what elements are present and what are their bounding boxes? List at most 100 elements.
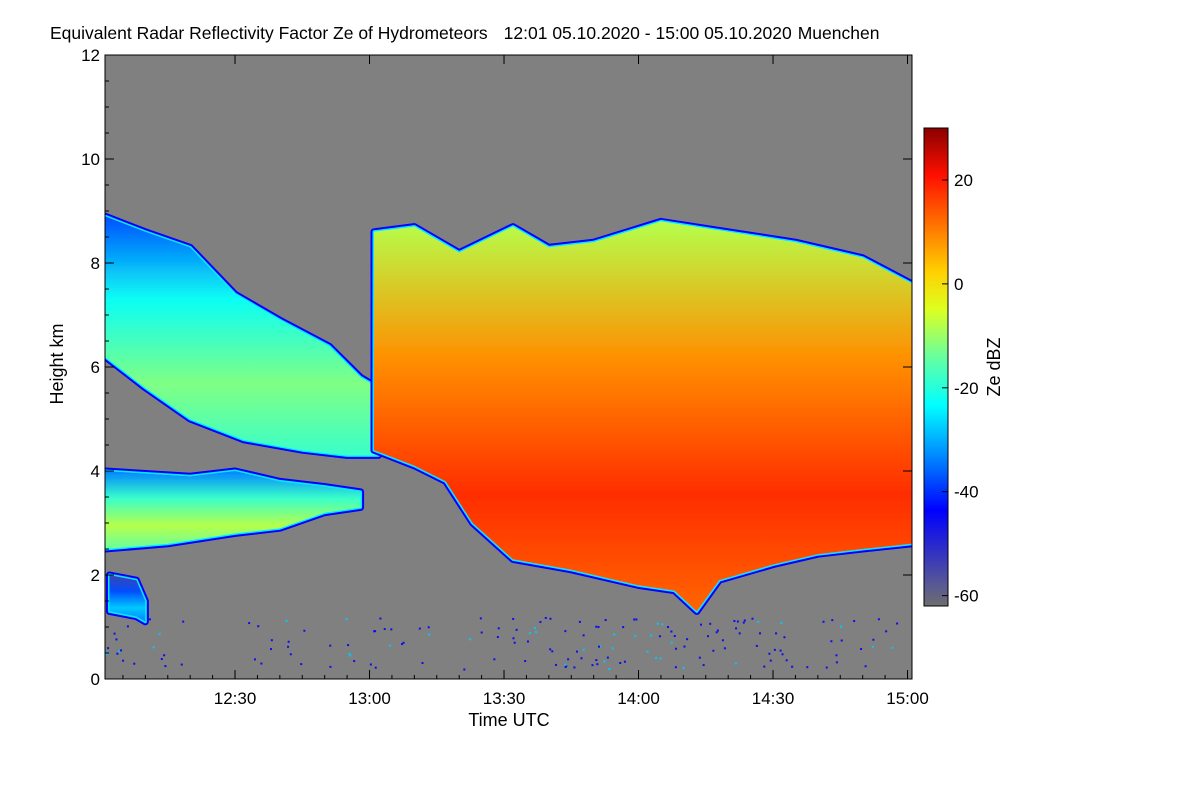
clutter-speck [655, 656, 658, 659]
clutter-speck [287, 640, 290, 643]
clutter-speck [783, 636, 786, 639]
echo-core [105, 471, 361, 549]
clutter-speck [806, 666, 809, 669]
clutter-speck [496, 636, 499, 639]
clutter-speck [345, 618, 348, 621]
clutter-speck [595, 625, 598, 628]
clutter-speck [751, 617, 754, 620]
clutter-speck [785, 659, 788, 662]
echo-layer-boundary-layer-echo [105, 571, 149, 626]
clutter-speck [480, 631, 483, 634]
clutter-speck [253, 658, 256, 661]
clutter-speck [646, 650, 649, 653]
clutter-speck [674, 666, 677, 669]
clutter-speck [329, 665, 332, 668]
x-tick-label: 13:00 [348, 689, 391, 708]
y-axis-label: Height km [47, 323, 67, 404]
clutter-speck [840, 625, 843, 628]
clutter-speck [512, 617, 515, 620]
x-tick-label: 14:00 [617, 689, 660, 708]
clutter-speck [864, 665, 867, 668]
clutter-speck [348, 652, 351, 655]
clutter-speck [707, 635, 710, 638]
clutter-speck [160, 658, 163, 661]
clutter-speck [329, 644, 332, 647]
y-tick-label: 6 [91, 358, 100, 377]
clutter-speck [661, 623, 664, 626]
clutter-speck [401, 643, 404, 646]
clutter-speck [303, 629, 306, 632]
clutter-speck [736, 620, 739, 623]
clutter-speck [549, 648, 552, 651]
clutter-speck [564, 666, 567, 669]
x-axis-ticks: 12:30 13:00 13:30 14:00 14:30 15:00 [122, 55, 929, 708]
clutter-speck [595, 659, 598, 662]
clutter-speck [575, 650, 578, 653]
clutter-speck [835, 654, 838, 657]
clutter-speck [896, 622, 899, 625]
clutter-speck [840, 639, 843, 642]
clutter-speck [872, 638, 875, 641]
clutter-speck [564, 630, 567, 633]
clutter-speck [374, 666, 377, 669]
clutter-speck [658, 635, 661, 638]
colorbar-ticks: 20 0 -20 -40 -60 [942, 171, 979, 606]
clutter-speck [606, 656, 609, 659]
clutter-speck [738, 632, 741, 635]
clutter-speck [885, 630, 888, 633]
clutter-speck [248, 622, 251, 625]
clutter-speck [564, 663, 567, 666]
clutter-speck [285, 619, 288, 622]
clutter-speck [743, 619, 746, 622]
clutter-speck [781, 653, 784, 656]
y-axis-ticks: 0 2 4 6 8 10 12 [81, 46, 912, 689]
colorbar-tick-label: -60 [954, 587, 979, 606]
echo-layer-upper-cloud-left [105, 212, 382, 459]
clutter-speck [578, 620, 581, 623]
clutter-speck [735, 627, 738, 630]
clutter-speck [603, 660, 606, 663]
clutter-speck [773, 648, 776, 651]
clutter-speck [670, 641, 673, 644]
clutter-speck [634, 635, 637, 638]
clutter-speck [133, 662, 136, 665]
clutter-speck [835, 661, 838, 664]
clutter-speck [469, 638, 472, 641]
echo-core [105, 216, 379, 456]
clutter-speck [683, 645, 686, 648]
y-tick-label: 4 [91, 462, 100, 481]
clutter-speck [116, 652, 119, 655]
clutter-speck [853, 620, 856, 623]
clutter-speck [389, 644, 392, 647]
x-axis-label: Time UTC [468, 710, 549, 730]
clutter-speck [551, 650, 554, 653]
clutter-speck [402, 641, 405, 644]
clutter-speck [608, 668, 611, 671]
y-tick-label: 12 [81, 46, 100, 65]
colorbar [923, 127, 949, 607]
clutter-speck [582, 648, 585, 651]
clutter-speck [702, 664, 705, 667]
clutter-speck [369, 663, 372, 666]
clutter-speck [656, 622, 659, 625]
clutter-speck [674, 647, 677, 650]
clutter-speck [723, 647, 726, 650]
clutter-speck [152, 646, 155, 649]
clutter-speck [825, 666, 828, 669]
clutter-speck [721, 639, 724, 642]
clutter-speck [580, 657, 583, 660]
clutter-speck [763, 665, 766, 668]
clutter-speck [260, 662, 263, 665]
clutter-speck [698, 656, 701, 659]
clutter-speck [877, 618, 880, 621]
x-tick-label: 15:00 [886, 689, 929, 708]
clutter-speck [300, 663, 303, 666]
clutter-speck [768, 652, 771, 655]
clutter-speck [105, 652, 108, 655]
surface-clutter [105, 616, 899, 671]
clutter-speck [611, 647, 614, 650]
clutter-speck [830, 640, 833, 643]
clutter-speck [421, 662, 424, 665]
clutter-speck [635, 618, 638, 621]
clutter-speck [715, 631, 718, 634]
